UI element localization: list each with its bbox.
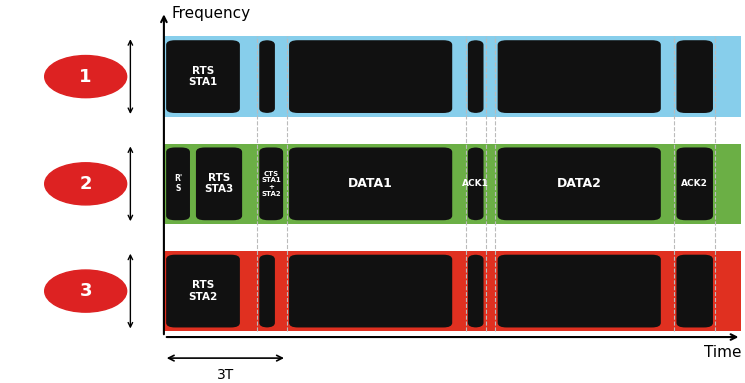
Circle shape xyxy=(45,270,127,312)
FancyBboxPatch shape xyxy=(498,255,661,327)
Text: R'
S: R' S xyxy=(174,174,183,193)
FancyBboxPatch shape xyxy=(468,147,484,220)
FancyBboxPatch shape xyxy=(259,255,275,327)
FancyBboxPatch shape xyxy=(196,147,242,220)
Text: 3: 3 xyxy=(80,282,92,300)
FancyBboxPatch shape xyxy=(468,40,484,113)
Text: DATA2: DATA2 xyxy=(557,177,602,190)
FancyBboxPatch shape xyxy=(259,147,283,220)
Text: Time: Time xyxy=(704,345,741,360)
FancyBboxPatch shape xyxy=(498,147,661,220)
Text: RTS
STA2: RTS STA2 xyxy=(188,280,218,302)
Text: 1: 1 xyxy=(80,68,92,85)
Text: RTS
STA3: RTS STA3 xyxy=(204,173,234,195)
Text: Frequency: Frequency xyxy=(171,6,250,21)
FancyBboxPatch shape xyxy=(289,255,452,327)
FancyBboxPatch shape xyxy=(468,255,484,327)
Text: ACK2: ACK2 xyxy=(681,179,708,188)
FancyBboxPatch shape xyxy=(676,147,713,220)
FancyBboxPatch shape xyxy=(289,147,452,220)
Text: DATA1: DATA1 xyxy=(348,177,393,190)
Text: 3T: 3T xyxy=(217,368,234,382)
Bar xyxy=(164,144,741,224)
Text: ACK1: ACK1 xyxy=(462,179,489,188)
FancyBboxPatch shape xyxy=(676,40,713,113)
Bar xyxy=(164,251,741,331)
Text: 2: 2 xyxy=(80,175,92,193)
Bar xyxy=(164,36,741,117)
Text: F/3: F/3 xyxy=(108,72,123,82)
FancyBboxPatch shape xyxy=(498,40,661,113)
Circle shape xyxy=(45,163,127,205)
FancyBboxPatch shape xyxy=(289,40,452,113)
FancyBboxPatch shape xyxy=(166,40,240,113)
Text: CTS
STA1
+
STA2: CTS STA1 + STA2 xyxy=(261,171,281,197)
Text: RTS
STA1: RTS STA1 xyxy=(188,66,218,87)
Circle shape xyxy=(45,56,127,98)
FancyBboxPatch shape xyxy=(166,255,240,327)
FancyBboxPatch shape xyxy=(259,40,275,113)
Text: F/3: F/3 xyxy=(108,179,123,189)
Text: F/3: F/3 xyxy=(108,286,123,296)
FancyBboxPatch shape xyxy=(166,147,190,220)
FancyBboxPatch shape xyxy=(676,255,713,327)
